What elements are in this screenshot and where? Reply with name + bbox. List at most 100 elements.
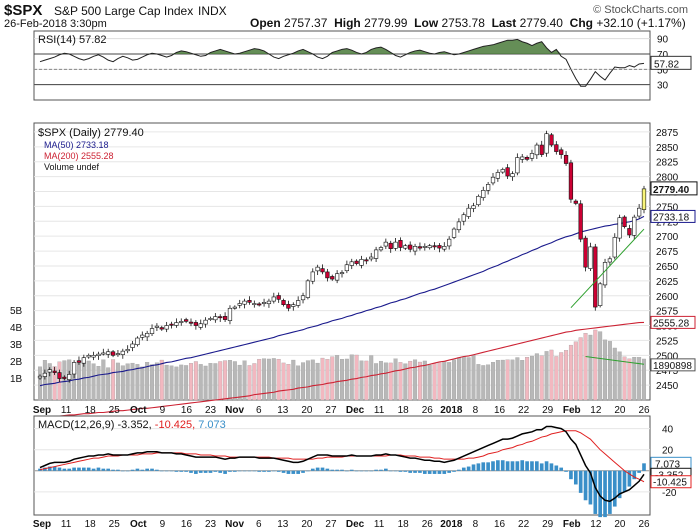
volume-bar bbox=[38, 366, 42, 401]
volume-bar bbox=[135, 364, 140, 401]
macd-histogram-bar bbox=[505, 461, 510, 471]
volume-bar bbox=[174, 366, 179, 401]
volume-bar bbox=[286, 364, 291, 401]
volume-bar bbox=[525, 357, 530, 401]
macd-histogram-bar bbox=[135, 468, 140, 471]
candle-body bbox=[510, 173, 515, 178]
macd-histogram-bar bbox=[325, 468, 330, 471]
price-tick-label: 2575 bbox=[656, 307, 679, 318]
candle-body bbox=[106, 351, 111, 355]
candle-body bbox=[208, 318, 213, 320]
high-label: High bbox=[334, 16, 361, 30]
volume-bar bbox=[42, 360, 47, 401]
candle-body bbox=[447, 238, 452, 247]
price-tick-label: 2625 bbox=[656, 277, 679, 288]
macd-histogram-bar bbox=[179, 470, 184, 472]
macd-histogram-bar bbox=[145, 468, 149, 471]
macd-histogram-bar bbox=[535, 461, 539, 471]
volume-bar bbox=[296, 365, 301, 401]
price-tick-label: 2750 bbox=[656, 202, 679, 213]
candle-body bbox=[369, 256, 374, 260]
volume-bar bbox=[456, 357, 461, 401]
macd-histogram-bar bbox=[379, 469, 383, 471]
low-label: Low bbox=[414, 16, 439, 30]
candle-body bbox=[81, 357, 86, 364]
volume-bar bbox=[305, 360, 310, 401]
macd-histogram-bar bbox=[530, 461, 534, 471]
macd-x-axis-label: 16 bbox=[181, 519, 193, 530]
volume-bar bbox=[179, 364, 184, 401]
volume-bar bbox=[86, 360, 91, 401]
last-label: Last bbox=[491, 16, 517, 30]
candle-body bbox=[174, 322, 179, 326]
macd-tick-label: 40 bbox=[662, 425, 674, 436]
macd-tick-label: -20 bbox=[662, 488, 677, 499]
macd-histogram-bar bbox=[476, 463, 481, 471]
macd-histogram-bar bbox=[583, 470, 588, 501]
candle-body bbox=[559, 149, 564, 155]
candle-body bbox=[544, 133, 549, 154]
macd-histogram-bar bbox=[320, 467, 325, 471]
candle-body bbox=[242, 300, 247, 305]
candle-body bbox=[422, 246, 427, 248]
candle-body bbox=[466, 207, 471, 217]
volume-bar bbox=[223, 360, 228, 401]
volume-bar bbox=[227, 360, 232, 401]
x-axis-label: 8 bbox=[473, 405, 479, 416]
macd-histogram-bar bbox=[140, 469, 145, 471]
candle-body bbox=[159, 327, 164, 330]
volume-bar bbox=[320, 357, 325, 401]
x-axis-label: 16 bbox=[494, 405, 506, 416]
candle-body bbox=[554, 144, 559, 152]
macd-histogram-bar bbox=[515, 461, 520, 471]
candle-body bbox=[612, 237, 617, 258]
price-tick-label: 2600 bbox=[656, 292, 679, 303]
volume-bar bbox=[612, 347, 617, 401]
macd-histogram-bar bbox=[91, 468, 96, 471]
low-value: 2753.78 bbox=[441, 16, 485, 30]
macd-x-axis-label: 26 bbox=[422, 519, 434, 530]
macd-histogram-bar bbox=[267, 470, 271, 472]
macd-histogram-bar bbox=[271, 470, 276, 472]
macd-histogram-bar bbox=[617, 470, 622, 499]
candle-body bbox=[593, 246, 598, 308]
macd-histogram-bar bbox=[43, 467, 47, 471]
macd-histogram-bar bbox=[345, 470, 349, 472]
x-axis-label: 18 bbox=[398, 405, 410, 416]
volume-bar bbox=[442, 360, 447, 401]
chg-label: Chg bbox=[569, 16, 593, 30]
macd-histogram-bar bbox=[296, 470, 300, 474]
macd-histogram-bar bbox=[120, 470, 125, 472]
macd-histogram-bar bbox=[457, 469, 461, 471]
candle-body bbox=[490, 176, 496, 184]
macd-histogram-bar bbox=[627, 470, 632, 487]
macd-histogram-bar bbox=[559, 467, 564, 471]
rsi-panel bbox=[33, 30, 651, 101]
price-tick-label: 2700 bbox=[656, 232, 679, 243]
volume-bar bbox=[427, 364, 432, 401]
candle-body bbox=[252, 303, 257, 305]
candle-body bbox=[291, 304, 296, 307]
volume-bar bbox=[208, 363, 213, 401]
volume-bar bbox=[47, 363, 52, 401]
volume-bar bbox=[164, 364, 169, 401]
volume-bar bbox=[378, 360, 383, 401]
macd-histogram-bar bbox=[388, 470, 393, 472]
signal-value-label: -10.425 bbox=[653, 478, 687, 489]
volume-bar bbox=[417, 361, 422, 401]
macd-histogram-bar bbox=[174, 470, 179, 472]
candle-body bbox=[57, 372, 62, 379]
volume-bar bbox=[383, 362, 388, 401]
volume-bar bbox=[568, 344, 573, 401]
macd-histogram-bar bbox=[52, 466, 57, 471]
candle-body bbox=[276, 295, 281, 300]
price-tick-label: 2800 bbox=[656, 173, 679, 184]
volume-bar bbox=[276, 358, 281, 401]
macd-histogram-bar bbox=[257, 470, 262, 472]
candle-body bbox=[481, 190, 486, 199]
volume-bar bbox=[598, 331, 603, 401]
macd-histogram-bar bbox=[247, 470, 252, 472]
volume-bar bbox=[432, 363, 437, 401]
volume-bar bbox=[461, 356, 466, 401]
histogram-value: 7.073 bbox=[198, 419, 226, 431]
